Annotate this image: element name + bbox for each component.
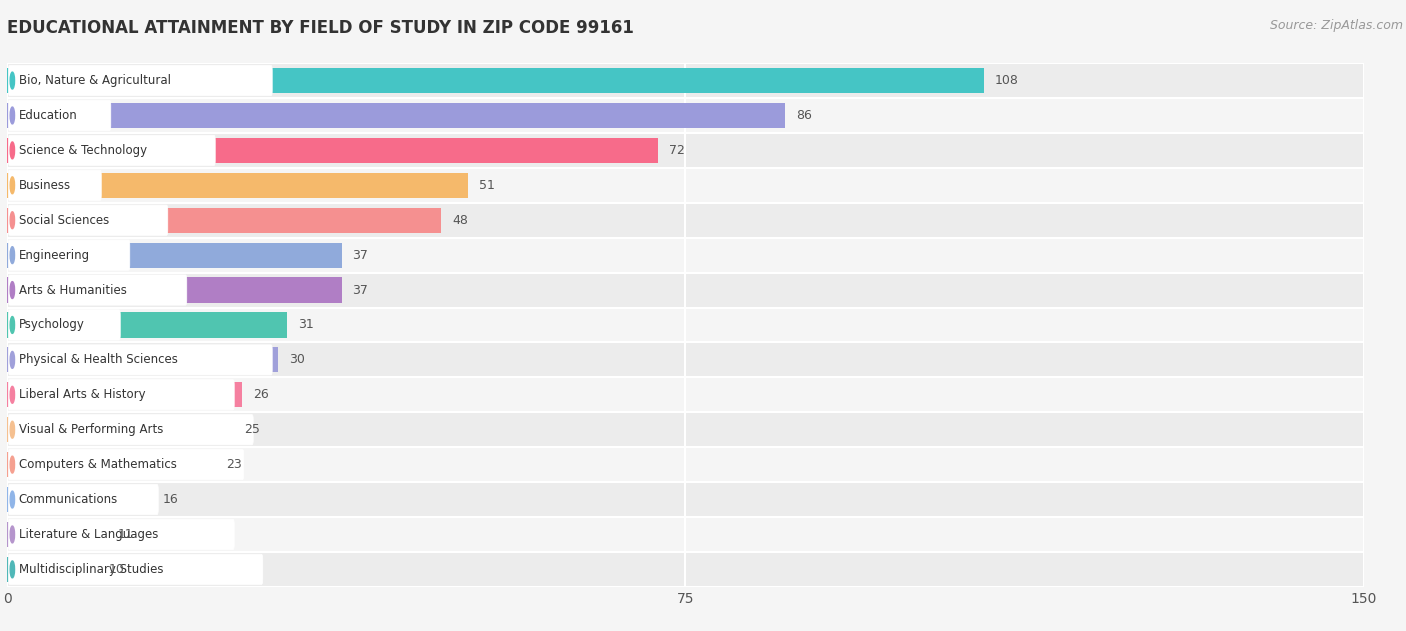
Text: Bio, Nature & Agricultural: Bio, Nature & Agricultural — [18, 74, 170, 87]
Circle shape — [10, 351, 14, 369]
Text: Psychology: Psychology — [18, 319, 84, 331]
FancyBboxPatch shape — [7, 168, 1364, 203]
Text: Engineering: Engineering — [18, 249, 90, 262]
Bar — [7, 208, 441, 233]
Circle shape — [10, 281, 14, 298]
Text: Business: Business — [18, 179, 70, 192]
Text: 16: 16 — [163, 493, 179, 506]
Circle shape — [10, 177, 14, 194]
Circle shape — [10, 561, 14, 578]
Bar — [7, 68, 984, 93]
Text: 31: 31 — [298, 319, 314, 331]
Circle shape — [10, 491, 14, 508]
Bar — [7, 382, 242, 408]
Circle shape — [10, 456, 14, 473]
Text: 26: 26 — [253, 388, 269, 401]
Text: 37: 37 — [353, 283, 368, 297]
Text: Physical & Health Sciences: Physical & Health Sciences — [18, 353, 177, 367]
FancyBboxPatch shape — [7, 447, 1364, 482]
Circle shape — [10, 526, 14, 543]
Bar — [7, 347, 278, 372]
Text: 86: 86 — [796, 109, 811, 122]
Bar — [7, 487, 152, 512]
FancyBboxPatch shape — [7, 63, 1364, 98]
Circle shape — [10, 212, 14, 228]
FancyBboxPatch shape — [8, 170, 101, 201]
FancyBboxPatch shape — [8, 345, 273, 375]
FancyBboxPatch shape — [8, 100, 111, 131]
Text: Education: Education — [18, 109, 77, 122]
Text: Visual & Performing Arts: Visual & Performing Arts — [18, 423, 163, 436]
Text: Multidisciplinary Studies: Multidisciplinary Studies — [18, 563, 163, 576]
FancyBboxPatch shape — [7, 273, 1364, 307]
FancyBboxPatch shape — [7, 238, 1364, 273]
Bar — [7, 312, 287, 338]
Bar — [7, 278, 342, 303]
Text: Social Sciences: Social Sciences — [18, 214, 108, 227]
Text: 10: 10 — [108, 563, 124, 576]
FancyBboxPatch shape — [7, 343, 1364, 377]
Text: 37: 37 — [353, 249, 368, 262]
Bar — [7, 452, 215, 477]
FancyBboxPatch shape — [7, 377, 1364, 412]
FancyBboxPatch shape — [8, 135, 215, 165]
Text: EDUCATIONAL ATTAINMENT BY FIELD OF STUDY IN ZIP CODE 99161: EDUCATIONAL ATTAINMENT BY FIELD OF STUDY… — [7, 19, 634, 37]
Circle shape — [10, 247, 14, 264]
Circle shape — [10, 72, 14, 89]
FancyBboxPatch shape — [8, 449, 243, 480]
FancyBboxPatch shape — [8, 240, 129, 270]
FancyBboxPatch shape — [8, 310, 121, 340]
Circle shape — [10, 317, 14, 333]
FancyBboxPatch shape — [7, 482, 1364, 517]
Text: 25: 25 — [245, 423, 260, 436]
Text: 30: 30 — [290, 353, 305, 367]
Text: Source: ZipAtlas.com: Source: ZipAtlas.com — [1270, 19, 1403, 32]
Text: 51: 51 — [479, 179, 495, 192]
Circle shape — [10, 422, 14, 438]
Text: 48: 48 — [453, 214, 468, 227]
Bar — [7, 103, 785, 128]
FancyBboxPatch shape — [7, 517, 1364, 552]
Circle shape — [10, 142, 14, 159]
FancyBboxPatch shape — [7, 203, 1364, 238]
Bar — [7, 173, 468, 198]
Bar — [7, 138, 658, 163]
FancyBboxPatch shape — [7, 552, 1364, 587]
FancyBboxPatch shape — [8, 554, 263, 584]
FancyBboxPatch shape — [7, 133, 1364, 168]
Circle shape — [10, 107, 14, 124]
FancyBboxPatch shape — [8, 519, 235, 550]
FancyBboxPatch shape — [8, 66, 273, 96]
Bar — [7, 417, 233, 442]
Text: 23: 23 — [226, 458, 242, 471]
Text: Science & Technology: Science & Technology — [18, 144, 146, 157]
Circle shape — [10, 386, 14, 403]
Text: Liberal Arts & History: Liberal Arts & History — [18, 388, 145, 401]
Bar — [7, 242, 342, 268]
Text: 72: 72 — [669, 144, 685, 157]
Text: 108: 108 — [995, 74, 1019, 87]
Text: 11: 11 — [117, 528, 134, 541]
FancyBboxPatch shape — [7, 98, 1364, 133]
Text: Arts & Humanities: Arts & Humanities — [18, 283, 127, 297]
Bar — [7, 557, 97, 582]
FancyBboxPatch shape — [8, 205, 167, 235]
FancyBboxPatch shape — [7, 307, 1364, 343]
Text: Communications: Communications — [18, 493, 118, 506]
FancyBboxPatch shape — [8, 275, 187, 305]
FancyBboxPatch shape — [8, 485, 159, 515]
Text: Literature & Languages: Literature & Languages — [18, 528, 157, 541]
FancyBboxPatch shape — [8, 380, 235, 410]
FancyBboxPatch shape — [7, 412, 1364, 447]
Text: Computers & Mathematics: Computers & Mathematics — [18, 458, 176, 471]
Bar — [7, 522, 107, 547]
FancyBboxPatch shape — [8, 415, 253, 445]
